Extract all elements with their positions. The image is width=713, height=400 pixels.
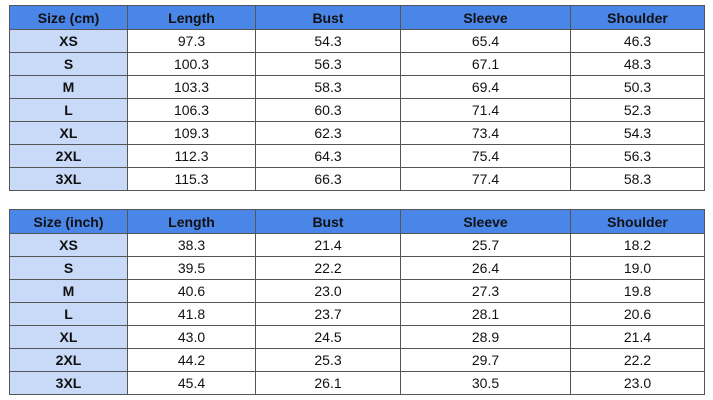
value-cell: 21.4 xyxy=(570,325,705,349)
table-row: XL 109.3 62.3 73.4 54.3 xyxy=(9,121,705,145)
value-cell: 97.3 xyxy=(127,29,256,53)
column-header: Sleeve xyxy=(400,209,571,234)
value-cell: 28.9 xyxy=(400,325,571,349)
value-cell: 77.4 xyxy=(400,167,571,191)
value-cell: 18.2 xyxy=(570,233,705,257)
size-cell: M xyxy=(9,279,128,303)
header-row: Size (cm) Length Bust Sleeve Shoulder xyxy=(9,5,705,30)
size-chart-cm: Size (cm) Length Bust Sleeve Shoulder XS 97.3 5… xyxy=(9,5,705,191)
header-row: Size (inch) Length Bust Sleeve Shoulder xyxy=(9,209,705,234)
value-cell: 112.3 xyxy=(127,144,256,168)
size-cell: L xyxy=(9,98,128,122)
size-cell: 2XL xyxy=(9,348,128,372)
table-row: XL 43.0 24.5 28.9 21.4 xyxy=(9,325,705,349)
table-row: XS 97.3 54.3 65.4 46.3 xyxy=(9,29,705,53)
value-cell: 28.1 xyxy=(400,302,571,326)
value-cell: 26.1 xyxy=(255,371,401,395)
value-cell: 100.3 xyxy=(127,52,256,76)
value-cell: 39.5 xyxy=(127,256,256,280)
column-header: Size (inch) xyxy=(9,209,128,234)
column-header: Length xyxy=(127,5,256,30)
size-cell: M xyxy=(9,75,128,99)
table-row: S 100.3 56.3 67.1 48.3 xyxy=(9,52,705,76)
column-header: Bust xyxy=(255,209,401,234)
value-cell: 40.6 xyxy=(127,279,256,303)
value-cell: 22.2 xyxy=(570,348,705,372)
table-row: M 103.3 58.3 69.4 50.3 xyxy=(9,75,705,99)
value-cell: 66.3 xyxy=(255,167,401,191)
value-cell: 67.1 xyxy=(400,52,571,76)
value-cell: 58.3 xyxy=(570,167,705,191)
value-cell: 20.6 xyxy=(570,302,705,326)
size-cell: XS xyxy=(9,29,128,53)
size-chart-inch: Size (inch) Length Bust Sleeve Shoulder XS 38.… xyxy=(9,209,705,395)
value-cell: 64.3 xyxy=(255,144,401,168)
value-cell: 23.0 xyxy=(255,279,401,303)
column-header: Length xyxy=(127,209,256,234)
value-cell: 62.3 xyxy=(255,121,401,145)
table-row: 2XL 112.3 64.3 75.4 56.3 xyxy=(9,144,705,168)
value-cell: 71.4 xyxy=(400,98,571,122)
value-cell: 75.4 xyxy=(400,144,571,168)
value-cell: 27.3 xyxy=(400,279,571,303)
value-cell: 25.7 xyxy=(400,233,571,257)
value-cell: 60.3 xyxy=(255,98,401,122)
value-cell: 19.8 xyxy=(570,279,705,303)
size-cell: L xyxy=(9,302,128,326)
value-cell: 58.3 xyxy=(255,75,401,99)
table-row: M 40.6 23.0 27.3 19.8 xyxy=(9,279,705,303)
value-cell: 29.7 xyxy=(400,348,571,372)
table-row: 3XL 115.3 66.3 77.4 58.3 xyxy=(9,167,705,191)
value-cell: 56.3 xyxy=(255,52,401,76)
value-cell: 54.3 xyxy=(570,121,705,145)
value-cell: 25.3 xyxy=(255,348,401,372)
value-cell: 115.3 xyxy=(127,167,256,191)
table-row: XS 38.3 21.4 25.7 18.2 xyxy=(9,233,705,257)
value-cell: 52.3 xyxy=(570,98,705,122)
table-row: 3XL 45.4 26.1 30.5 23.0 xyxy=(9,371,705,395)
value-cell: 65.4 xyxy=(400,29,571,53)
value-cell: 44.2 xyxy=(127,348,256,372)
size-cell: 3XL xyxy=(9,371,128,395)
value-cell: 38.3 xyxy=(127,233,256,257)
column-header: Shoulder xyxy=(570,5,705,30)
value-cell: 21.4 xyxy=(255,233,401,257)
value-cell: 46.3 xyxy=(570,29,705,53)
value-cell: 69.4 xyxy=(400,75,571,99)
value-cell: 43.0 xyxy=(127,325,256,349)
value-cell: 30.5 xyxy=(400,371,571,395)
table-row: L 41.8 23.7 28.1 20.6 xyxy=(9,302,705,326)
value-cell: 24.5 xyxy=(255,325,401,349)
size-cell: 3XL xyxy=(9,167,128,191)
column-header: Shoulder xyxy=(570,209,705,234)
value-cell: 73.4 xyxy=(400,121,571,145)
value-cell: 41.8 xyxy=(127,302,256,326)
column-header: Bust xyxy=(255,5,401,30)
column-header: Sleeve xyxy=(400,5,571,30)
value-cell: 106.3 xyxy=(127,98,256,122)
table-row: 2XL 44.2 25.3 29.7 22.2 xyxy=(9,348,705,372)
value-cell: 50.3 xyxy=(570,75,705,99)
value-cell: 19.0 xyxy=(570,256,705,280)
size-cell: S xyxy=(9,256,128,280)
size-cell: S xyxy=(9,52,128,76)
value-cell: 26.4 xyxy=(400,256,571,280)
value-cell: 45.4 xyxy=(127,371,256,395)
value-cell: 54.3 xyxy=(255,29,401,53)
value-cell: 22.2 xyxy=(255,256,401,280)
value-cell: 109.3 xyxy=(127,121,256,145)
size-cell: XL xyxy=(9,325,128,349)
value-cell: 56.3 xyxy=(570,144,705,168)
value-cell: 103.3 xyxy=(127,75,256,99)
value-cell: 23.0 xyxy=(570,371,705,395)
size-cell: XL xyxy=(9,121,128,145)
size-cell: XS xyxy=(9,233,128,257)
table-row: L 106.3 60.3 71.4 52.3 xyxy=(9,98,705,122)
table-row: S 39.5 22.2 26.4 19.0 xyxy=(9,256,705,280)
size-cell: 2XL xyxy=(9,144,128,168)
value-cell: 48.3 xyxy=(570,52,705,76)
value-cell: 23.7 xyxy=(255,302,401,326)
column-header: Size (cm) xyxy=(9,5,128,30)
